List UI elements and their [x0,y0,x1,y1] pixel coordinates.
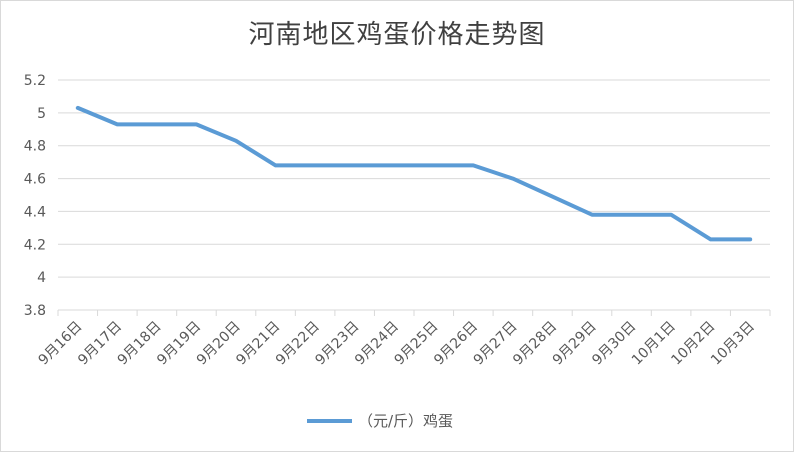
gridlines [58,79,770,311]
y-tick-label: 4 [37,270,46,286]
legend: （元/斤）鸡蛋 [307,412,453,430]
series-layer [75,105,753,242]
series-line [75,105,753,242]
y-tick-label: 3.8 [24,303,46,319]
y-tick-label: 4.8 [24,139,46,155]
chart-title: 河南地区鸡蛋价格走势图 [248,20,546,50]
x-axis-ticks: 9月16日9月17日9月18日9月19日9月20日9月21日9月22日9月23日… [36,310,771,368]
legend-label: （元/斤）鸡蛋 [358,412,453,430]
y-tick-label: 4.2 [24,237,46,253]
y-tick-label: 4.4 [24,204,46,220]
y-axis-ticks: 5.2 5 4.8 4.6 4.4 4.2 4 3.8 [24,73,46,319]
y-tick-label: 5 [37,106,46,122]
y-tick-label: 5.2 [24,73,46,89]
x-tick-label: 10月3日 [708,318,758,368]
y-tick-label: 4.6 [24,172,46,188]
